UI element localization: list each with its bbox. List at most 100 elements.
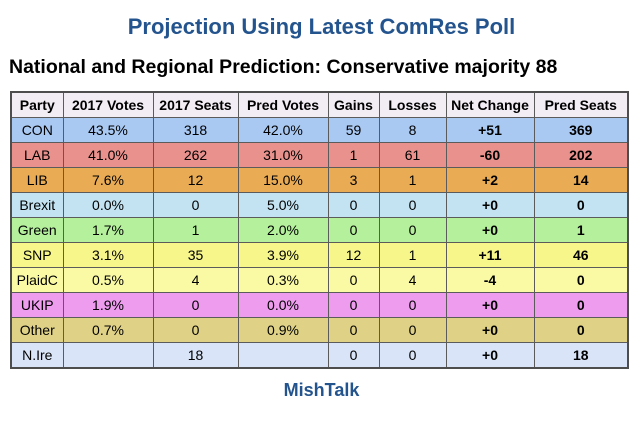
table-row-nire: N.Ire 18 0 0 +0 18 <box>10 342 629 369</box>
cell-2017-seats: 318 <box>152 117 239 143</box>
cell-losses: 0 <box>378 292 447 318</box>
cell-pred-seats: 0 <box>533 267 629 293</box>
cell-gains: 0 <box>327 292 380 318</box>
cell-party: UKIP <box>10 292 64 318</box>
cell-2017-votes: 1.9% <box>62 292 154 318</box>
cell-pred-votes: 31.0% <box>237 142 329 168</box>
cell-party: SNP <box>10 242 64 268</box>
cell-2017-votes: 3.1% <box>62 242 154 268</box>
cell-net-change: +2 <box>445 167 535 193</box>
page-title: Projection Using Latest ComRes Poll <box>127 14 516 39</box>
col-header-losses: Losses <box>378 91 447 118</box>
cell-party: Other <box>10 317 64 343</box>
cell-gains: 0 <box>327 342 380 369</box>
cell-gains: 0 <box>327 217 380 243</box>
col-header-net-change: Net Change <box>445 91 535 118</box>
cell-gains: 0 <box>327 317 380 343</box>
cell-pred-seats: 1 <box>533 217 629 243</box>
cell-2017-votes: 1.7% <box>62 217 154 243</box>
cell-losses: 0 <box>378 217 447 243</box>
cell-2017-seats: 262 <box>152 142 239 168</box>
cell-net-change: +0 <box>445 192 535 218</box>
cell-2017-seats: 4 <box>152 267 239 293</box>
cell-net-change: -4 <box>445 267 535 293</box>
table-row-con: CON 43.5% 318 42.0% 59 8 +51 369 <box>10 117 629 143</box>
table-row-ukip: UKIP 1.9% 0 0.0% 0 0 +0 0 <box>10 292 629 318</box>
cell-gains: 0 <box>327 267 380 293</box>
cell-2017-votes: 43.5% <box>62 117 154 143</box>
cell-party: N.Ire <box>10 342 64 369</box>
cell-2017-seats: 0 <box>152 317 239 343</box>
cell-party: LIB <box>10 167 64 193</box>
cell-2017-seats: 35 <box>152 242 239 268</box>
cell-2017-votes: 0.0% <box>62 192 154 218</box>
cell-2017-votes: 0.5% <box>62 267 154 293</box>
cell-party: CON <box>10 117 64 143</box>
cell-2017-seats: 0 <box>152 192 239 218</box>
table-row-plaidc: PlaidC 0.5% 4 0.3% 0 4 -4 0 <box>10 267 629 293</box>
table-header-row: Party 2017 Votes 2017 Seats Pred Votes G… <box>10 91 629 118</box>
cell-losses: 1 <box>378 242 447 268</box>
cell-net-change: +0 <box>445 217 535 243</box>
cell-net-change: -60 <box>445 142 535 168</box>
cell-gains: 12 <box>327 242 380 268</box>
cell-pred-votes: 5.0% <box>237 192 329 218</box>
cell-pred-votes: 3.9% <box>237 242 329 268</box>
cell-losses: 8 <box>378 117 447 143</box>
cell-pred-votes: 2.0% <box>237 217 329 243</box>
cell-pred-votes: 0.9% <box>237 317 329 343</box>
cell-2017-votes: 0.7% <box>62 317 154 343</box>
cell-pred-seats: 46 <box>533 242 629 268</box>
cell-2017-votes: 41.0% <box>62 142 154 168</box>
cell-pred-votes: 15.0% <box>237 167 329 193</box>
col-header-pred-votes: Pred Votes <box>237 91 329 118</box>
cell-2017-seats: 0 <box>152 292 239 318</box>
table-row-green: Green 1.7% 1 2.0% 0 0 +0 1 <box>10 217 629 243</box>
cell-pred-seats: 369 <box>533 117 629 143</box>
cell-net-change: +0 <box>445 317 535 343</box>
cell-2017-seats: 1 <box>152 217 239 243</box>
cell-losses: 0 <box>378 192 447 218</box>
cell-pred-seats: 18 <box>533 342 629 369</box>
table-row-brexit: Brexit 0.0% 0 5.0% 0 0 +0 0 <box>10 192 629 218</box>
cell-party: Green <box>10 217 64 243</box>
cell-pred-seats: 0 <box>533 292 629 318</box>
cell-losses: 1 <box>378 167 447 193</box>
cell-pred-votes: 0.0% <box>237 292 329 318</box>
col-header-pred-seats: Pred Seats <box>533 91 629 118</box>
cell-pred-votes: 0.3% <box>237 267 329 293</box>
cell-2017-votes: 7.6% <box>62 167 154 193</box>
cell-pred-votes <box>237 342 329 369</box>
site-footer: MishTalk <box>283 380 360 400</box>
cell-pred-seats: 14 <box>533 167 629 193</box>
table-row-snp: SNP 3.1% 35 3.9% 12 1 +11 46 <box>10 242 629 268</box>
cell-gains: 0 <box>327 192 380 218</box>
cell-pred-seats: 0 <box>533 317 629 343</box>
cell-party: PlaidC <box>10 267 64 293</box>
table-row-other: Other 0.7% 0 0.9% 0 0 +0 0 <box>10 317 629 343</box>
cell-net-change: +51 <box>445 117 535 143</box>
cell-pred-votes: 42.0% <box>237 117 329 143</box>
cell-losses: 4 <box>378 267 447 293</box>
page-subtitle: National and Regional Prediction: Conser… <box>9 56 558 78</box>
col-header-gains: Gains <box>327 91 380 118</box>
table-row-lab: LAB 41.0% 262 31.0% 1 61 -60 202 <box>10 142 629 168</box>
cell-party: LAB <box>10 142 64 168</box>
cell-net-change: +0 <box>445 342 535 369</box>
cell-pred-seats: 202 <box>533 142 629 168</box>
cell-2017-seats: 18 <box>152 342 239 369</box>
cell-losses: 0 <box>378 317 447 343</box>
cell-net-change: +0 <box>445 292 535 318</box>
cell-2017-seats: 12 <box>152 167 239 193</box>
col-header-2017-seats: 2017 Seats <box>152 91 239 118</box>
projection-table: Party 2017 Votes 2017 Seats Pred Votes G… <box>10 91 629 369</box>
cell-gains: 59 <box>327 117 380 143</box>
cell-party: Brexit <box>10 192 64 218</box>
col-header-party: Party <box>10 91 64 118</box>
cell-gains: 3 <box>327 167 380 193</box>
cell-gains: 1 <box>327 142 380 168</box>
cell-2017-votes <box>62 342 154 369</box>
cell-pred-seats: 0 <box>533 192 629 218</box>
cell-net-change: +11 <box>445 242 535 268</box>
